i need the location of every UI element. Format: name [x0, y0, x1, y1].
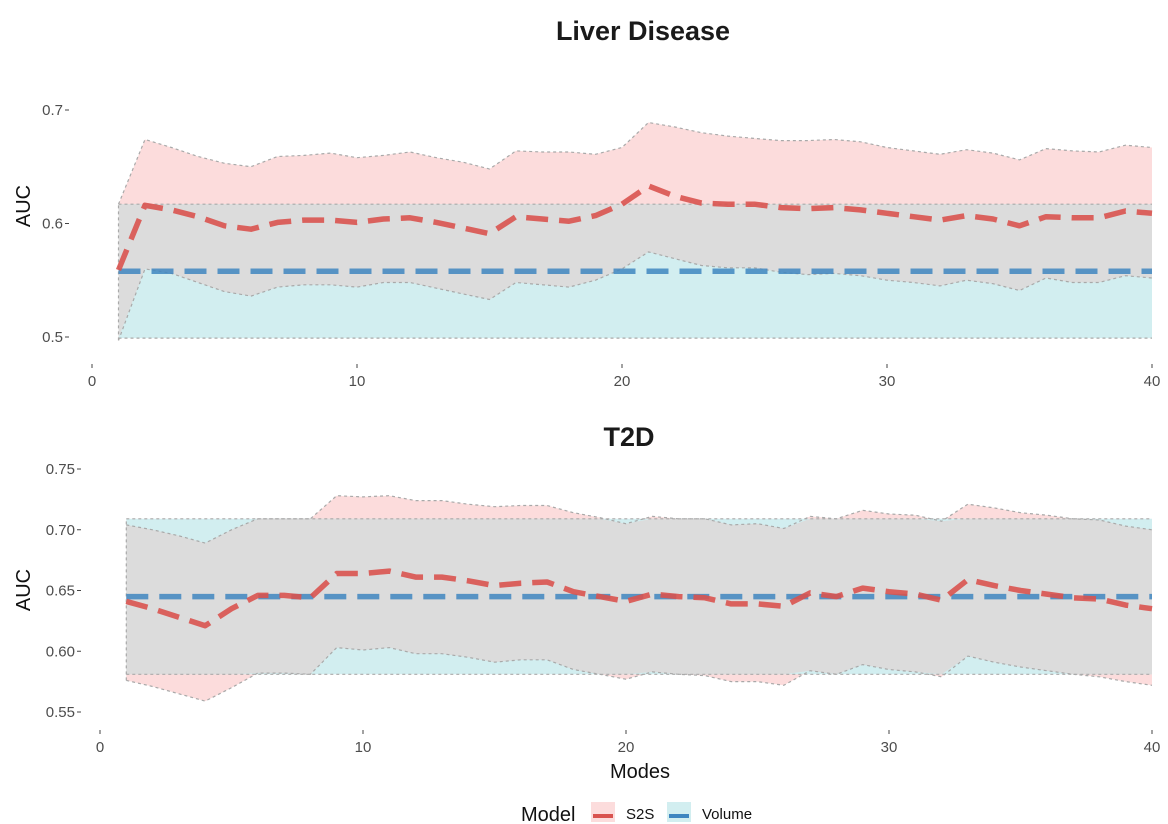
- x-axis-label-t2d: Modes: [610, 761, 670, 783]
- legend-key-s2s: [591, 802, 615, 822]
- series-line-s2s: [125, 568, 1153, 629]
- x-tick-label: 0: [88, 373, 96, 390]
- panel-liver-disease: Liver Disease 0.5 0.6 0.7 0 10 20 30 40 AUC: [13, 16, 1160, 390]
- series-line-s2s: [115, 183, 1153, 272]
- band-border-s2s-lower: [126, 646, 1153, 702]
- axes-liver-disease: 0.5 0.6 0.7 0 10 20 30 40: [42, 102, 1160, 390]
- legend: Model S2S Volume: [521, 802, 752, 824]
- axes-t2d: 0.55 0.60 0.65 0.70 0.75 0 10 20 30 40: [46, 461, 1161, 756]
- x-tick-label: 10: [349, 373, 366, 390]
- y-tick-label: 0.6: [42, 216, 63, 233]
- x-tick-label: 0: [96, 739, 104, 756]
- y-tick-label: 0.55: [46, 704, 75, 721]
- legend-swatch-volume: [667, 802, 691, 822]
- y-axis-label-t2d: AUC: [13, 569, 35, 611]
- x-tick-label: 40: [1144, 373, 1161, 390]
- x-tick-label: 40: [1144, 739, 1161, 756]
- chart-title-t2d: T2D: [603, 422, 654, 452]
- legend-swatch-s2s: [591, 802, 615, 822]
- legend-label-volume: Volume: [702, 806, 752, 823]
- legend-label-s2s: S2S: [626, 806, 654, 823]
- y-tick-label: 0.70: [46, 522, 75, 539]
- y-tick-label: 0.75: [46, 461, 75, 478]
- x-tick-label: 10: [355, 739, 372, 756]
- x-tick-label: 30: [879, 373, 896, 390]
- y-axis-label-liver-disease: AUC: [13, 185, 35, 227]
- plot-area-t2d: [125, 495, 1153, 702]
- y-tick-label: 0.5: [42, 329, 63, 346]
- band-overlap: [118, 204, 1152, 339]
- y-tick-label: 0.65: [46, 583, 75, 600]
- y-tick-label: 0.7: [42, 102, 63, 119]
- x-tick-label: 30: [881, 739, 898, 756]
- x-tick-label: 20: [614, 373, 631, 390]
- chart-title-liver-disease: Liver Disease: [556, 16, 730, 46]
- panel-t2d: T2D 0.55 0.60 0.65 0.70 0.75 0 10 20 30 40 AUC Mo…: [13, 422, 1160, 783]
- y-tick-label: 0.60: [46, 643, 75, 660]
- legend-title: Model: [521, 804, 575, 824]
- band-border-s2s-upper: [117, 121, 1153, 205]
- x-tick-label: 20: [618, 739, 635, 756]
- legend-key-volume: [667, 802, 691, 822]
- plot-area-liver-disease: [115, 121, 1153, 341]
